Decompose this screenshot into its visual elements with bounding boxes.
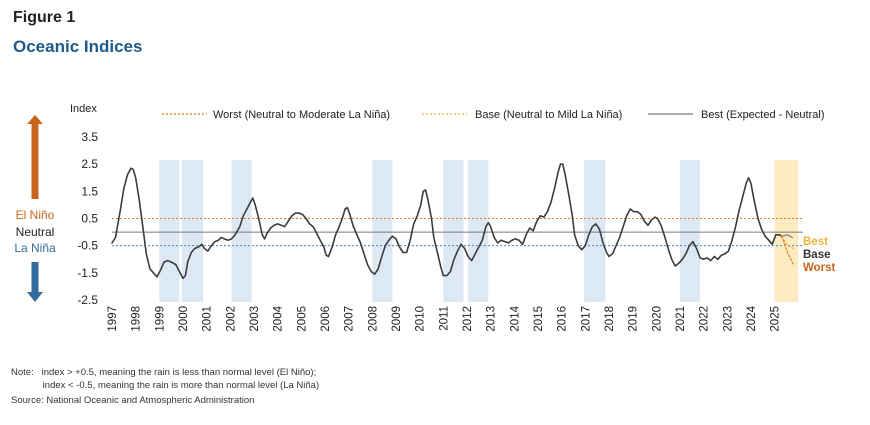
la-nina-period-band-0 — [159, 160, 180, 302]
x-tick-label-15: 2012 — [462, 306, 474, 332]
y-tick-label-6: -2.5 — [77, 293, 98, 307]
x-tick-label-9: 2006 — [320, 306, 332, 332]
x-tick-label-6: 2003 — [249, 306, 261, 332]
legend-worst-label: Worst (Neutral to Moderate La Niña) — [213, 109, 390, 121]
x-tick-label-1: 1998 — [131, 306, 143, 332]
la-nina-period-band-5 — [468, 160, 489, 302]
scenario-worst-label: Worst — [803, 262, 836, 274]
x-tick-label-28: 2025 — [770, 306, 782, 332]
la-nina-arrow-icon — [27, 262, 43, 302]
series-oceanic-index — [111, 163, 783, 280]
la-nina-period-band-1 — [181, 160, 204, 302]
el-nino-label: El Niño — [16, 208, 55, 222]
x-tick-label-2: 1999 — [154, 306, 166, 332]
x-tick-label-18: 2015 — [533, 306, 545, 332]
x-tick-label-0: 1997 — [107, 306, 119, 332]
y-axis-title: Index — [70, 103, 97, 115]
x-tick-label-27: 2024 — [746, 305, 758, 331]
notes-block: Note: index > +0.5, meaning the rain is … — [11, 367, 319, 408]
x-tick-label-11: 2008 — [367, 306, 379, 332]
x-tick-label-24: 2021 — [675, 306, 687, 332]
la-nina-period-band-4 — [443, 160, 464, 302]
x-tick-label-13: 2010 — [415, 306, 427, 332]
la-nina-period-band-2 — [231, 160, 252, 302]
x-tick-label-8: 2005 — [296, 306, 308, 332]
series-worst — [781, 235, 795, 266]
x-tick-label-22: 2019 — [628, 306, 640, 332]
series-best — [781, 234, 793, 239]
y-tick-label-5: -1.5 — [77, 266, 98, 280]
figure-title: Oceanic Indices — [13, 37, 143, 56]
la-nina-label: La Niña — [14, 241, 56, 255]
legend-best-label: Best (Expected - Neutral) — [701, 109, 825, 121]
la-nina-period-band-7 — [679, 160, 701, 302]
y-tick-label-0: 3.5 — [81, 130, 98, 144]
la-nina-period-band-3 — [372, 160, 393, 302]
x-tick-label-12: 2009 — [391, 306, 403, 332]
scenario-base-label: Base — [803, 249, 831, 261]
y-tick-label-3: 0.5 — [81, 212, 98, 226]
x-tick-label-7: 2004 — [273, 305, 285, 331]
x-tick-label-26: 2023 — [722, 306, 734, 332]
la-nina-period-band-6 — [584, 160, 606, 302]
y-tick-label-1: 2.5 — [81, 157, 98, 171]
x-tick-label-20: 2017 — [580, 306, 592, 332]
figure-label: Figure 1 — [13, 9, 76, 26]
x-tick-label-23: 2020 — [651, 306, 663, 332]
x-tick-label-16: 2013 — [486, 306, 498, 332]
series-base — [781, 235, 795, 249]
x-tick-label-21: 2018 — [604, 306, 616, 332]
forecast-period-band — [774, 160, 799, 302]
y-tick-label-2: 1.5 — [81, 184, 98, 198]
x-tick-label-19: 2016 — [557, 306, 569, 332]
x-tick-label-17: 2014 — [509, 305, 521, 331]
x-tick-label-10: 2007 — [344, 306, 356, 332]
x-tick-label-14: 2011 — [438, 306, 450, 331]
x-tick-label-4: 2001 — [202, 306, 214, 332]
note-el-nino: Note: index > +0.5, meaning the rain is … — [11, 367, 317, 378]
x-tick-label-3: 2000 — [178, 306, 190, 332]
source-note: Source: National Oceanic and Atmospheric… — [11, 395, 255, 406]
x-tick-label-25: 2022 — [699, 306, 711, 332]
legend-base-label: Base (Neutral to Mild La Niña) — [475, 109, 622, 121]
oceanic-index-chart: Index 3.5 2.5 1.5 0.5 -0.5 -1.5 -2.5 1997 1998 1… — [14, 103, 836, 332]
y-tick-label-4: -0.5 — [77, 239, 98, 253]
neutral-label: Neutral — [16, 225, 55, 239]
x-tick-label-5: 2002 — [225, 306, 237, 332]
note-la-nina: index < -0.5, meaning the rain is more t… — [11, 379, 320, 391]
scenario-best-label: Best — [803, 236, 828, 248]
el-nino-arrow-icon — [27, 115, 43, 199]
